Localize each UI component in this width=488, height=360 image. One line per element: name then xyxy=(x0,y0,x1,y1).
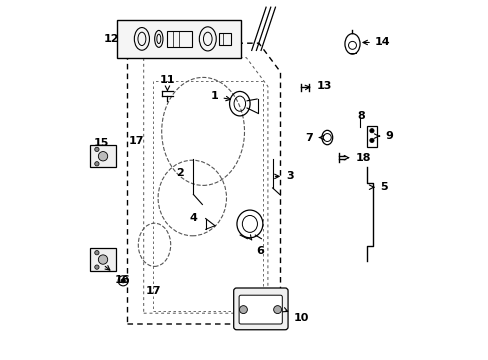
Text: 16: 16 xyxy=(105,266,130,285)
Circle shape xyxy=(369,138,373,143)
Circle shape xyxy=(273,306,281,314)
Circle shape xyxy=(369,129,373,133)
Text: 14: 14 xyxy=(362,37,389,48)
FancyBboxPatch shape xyxy=(233,288,287,330)
FancyBboxPatch shape xyxy=(239,295,282,324)
Circle shape xyxy=(95,147,99,152)
Text: 10: 10 xyxy=(282,308,309,323)
Text: 6: 6 xyxy=(246,235,264,256)
Text: 2: 2 xyxy=(176,168,183,178)
Circle shape xyxy=(95,265,99,269)
Text: 12: 12 xyxy=(104,34,120,44)
Bar xyxy=(366,126,376,147)
Circle shape xyxy=(239,306,247,314)
Text: 17: 17 xyxy=(145,286,161,296)
Text: 4: 4 xyxy=(189,213,197,223)
Text: 3: 3 xyxy=(274,171,293,181)
Text: 1: 1 xyxy=(210,91,230,102)
Text: 15: 15 xyxy=(93,138,109,148)
Text: 18: 18 xyxy=(344,153,370,163)
Bar xyxy=(219,33,230,45)
Circle shape xyxy=(98,255,107,264)
Circle shape xyxy=(95,162,99,166)
Bar xyxy=(90,145,115,167)
Bar xyxy=(90,248,115,271)
Bar xyxy=(167,31,191,47)
Circle shape xyxy=(121,279,125,283)
Text: 5: 5 xyxy=(368,182,387,192)
Text: 17: 17 xyxy=(128,136,144,146)
Text: 7: 7 xyxy=(305,132,324,143)
Text: 13: 13 xyxy=(305,81,331,91)
Text: 9: 9 xyxy=(374,131,393,141)
Text: 8: 8 xyxy=(356,111,364,121)
Text: 11: 11 xyxy=(160,75,175,91)
Circle shape xyxy=(98,152,107,161)
Circle shape xyxy=(95,251,99,255)
Bar xyxy=(117,20,241,58)
